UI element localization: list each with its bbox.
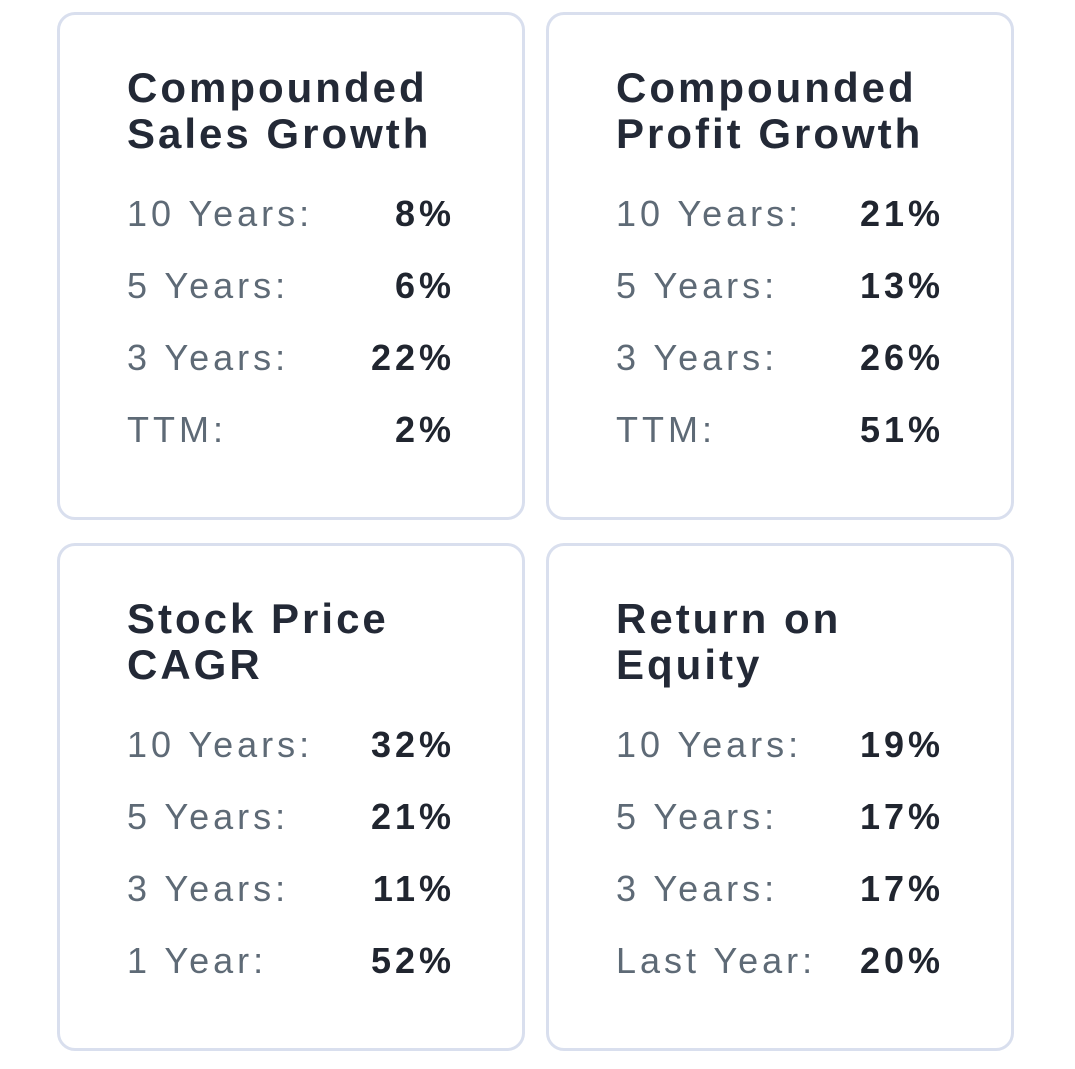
card-compounded-sales-growth: Compounded Sales Growth 10 Years: 8% 5 Y… xyxy=(57,12,525,520)
metric-label: 5 Years: xyxy=(616,796,779,837)
metric-value: 8% xyxy=(394,193,455,234)
metric-row: 5 Years: 21% xyxy=(127,794,455,840)
metric-value: 19% xyxy=(859,724,944,765)
metric-row: 1 Year: 52% xyxy=(127,938,455,984)
metric-row: 3 Years: 22% xyxy=(127,335,455,381)
metric-row: 10 Years: 21% xyxy=(616,191,944,237)
card-stock-price-cagr: Stock Price CAGR 10 Years: 32% 5 Years: … xyxy=(57,543,525,1051)
metric-label: 3 Years: xyxy=(616,337,779,378)
metric-row: 3 Years: 26% xyxy=(616,335,944,381)
metric-row: TTM: 51% xyxy=(616,407,944,453)
card-title: Stock Price CAGR xyxy=(127,595,389,688)
metric-value: 32% xyxy=(370,724,455,765)
metric-value: 26% xyxy=(859,337,944,378)
metric-label: 1 Year: xyxy=(127,940,268,981)
metric-value: 21% xyxy=(370,796,455,837)
metric-label: 5 Years: xyxy=(127,265,290,306)
metric-row: Last Year: 20% xyxy=(616,938,944,984)
metric-label: Last Year: xyxy=(616,940,817,981)
metric-label: 10 Years: xyxy=(127,724,314,765)
metric-label: 5 Years: xyxy=(616,265,779,306)
metric-value: 20% xyxy=(859,940,944,981)
metric-row: 3 Years: 11% xyxy=(127,866,455,912)
metric-value: 17% xyxy=(859,868,944,909)
metric-row: 5 Years: 17% xyxy=(616,794,944,840)
metric-value: 51% xyxy=(859,409,944,450)
metric-value: 21% xyxy=(859,193,944,234)
metric-row: 5 Years: 6% xyxy=(127,263,455,309)
card-title: Return on Equity xyxy=(616,595,842,688)
metric-row: 3 Years: 17% xyxy=(616,866,944,912)
metric-row: TTM: 2% xyxy=(127,407,455,453)
metric-label: TTM: xyxy=(616,409,716,450)
metric-label: 10 Years: xyxy=(616,724,803,765)
card-title: Compounded Sales Growth xyxy=(127,64,432,157)
metric-value: 17% xyxy=(859,796,944,837)
metric-value: 11% xyxy=(372,868,455,909)
metric-value: 13% xyxy=(859,265,944,306)
metric-row: 10 Years: 8% xyxy=(127,191,455,237)
metric-value: 52% xyxy=(370,940,455,981)
card-title: Compounded Profit Growth xyxy=(616,64,924,157)
metric-value: 22% xyxy=(370,337,455,378)
metric-row: 10 Years: 32% xyxy=(127,722,455,768)
metric-label: 10 Years: xyxy=(127,193,314,234)
metric-label: 3 Years: xyxy=(127,337,290,378)
card-compounded-profit-growth: Compounded Profit Growth 10 Years: 21% 5… xyxy=(546,12,1014,520)
card-return-on-equity: Return on Equity 10 Years: 19% 5 Years: … xyxy=(546,543,1014,1051)
metric-label: 10 Years: xyxy=(616,193,803,234)
metric-value: 6% xyxy=(394,265,455,306)
metric-label: 3 Years: xyxy=(127,868,290,909)
metric-value: 2% xyxy=(394,409,455,450)
metric-row: 10 Years: 19% xyxy=(616,722,944,768)
metric-label: 3 Years: xyxy=(616,868,779,909)
metric-row: 5 Years: 13% xyxy=(616,263,944,309)
metric-label: TTM: xyxy=(127,409,227,450)
metric-label: 5 Years: xyxy=(127,796,290,837)
